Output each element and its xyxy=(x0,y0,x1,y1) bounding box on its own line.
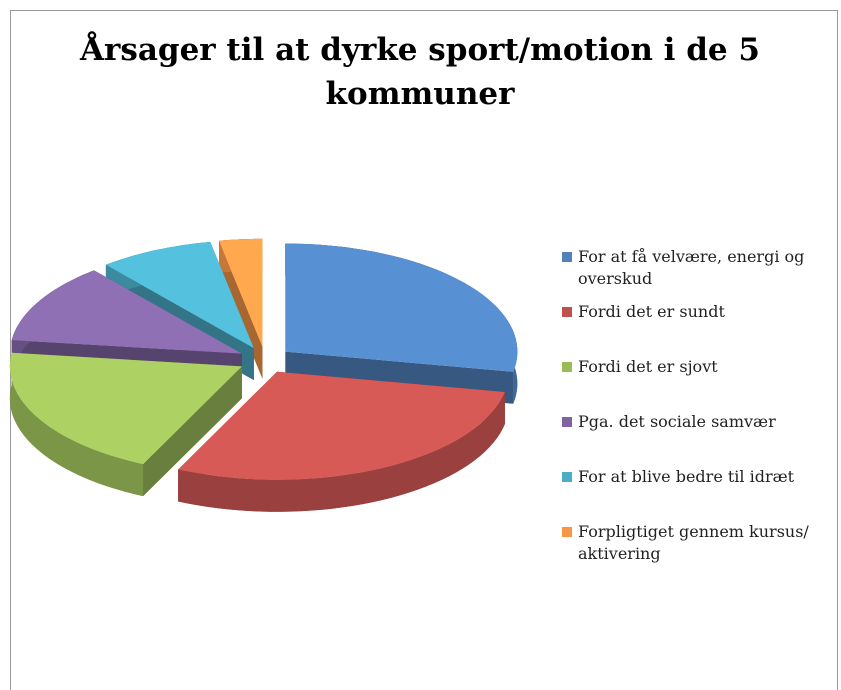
slice xyxy=(219,238,263,347)
legend-swatch xyxy=(562,417,572,427)
legend-label: Fordi det er sjovt xyxy=(578,357,718,376)
legend-label: Fordi det er sundt xyxy=(578,302,725,321)
legend-label: For at få velvære, energi og overskud xyxy=(578,247,805,288)
chart-title: Årsager til at dyrke sport/motion i de 5… xyxy=(79,32,761,112)
legend-swatch xyxy=(562,362,572,372)
slice-outer xyxy=(178,392,505,512)
chart-frame xyxy=(10,10,838,690)
slice xyxy=(9,352,242,465)
slice xyxy=(285,243,518,372)
legend-item: Fordi det er sundt xyxy=(562,301,832,345)
legend-swatch xyxy=(562,252,572,262)
legend-label: Pga. det sociale samvær xyxy=(578,412,776,431)
slice xyxy=(11,270,242,354)
pie-chart xyxy=(9,238,518,512)
legend-item: For at få velvære, energi og overskud xyxy=(562,246,832,290)
legend-label: For at blive bedre til idræt xyxy=(578,467,795,486)
legend-swatch xyxy=(562,472,572,482)
legend-item: Forpligtiget gennem kursus/ aktivering xyxy=(562,521,832,565)
legend-label: Forpligtiget gennem kursus/ aktivering xyxy=(578,522,809,563)
slice xyxy=(178,371,505,480)
legend-swatch xyxy=(562,527,572,537)
slice-wall xyxy=(143,366,242,497)
legend-item: Pga. det sociale samvær xyxy=(562,411,832,455)
legend: For at få velvære, energi og overskud For… xyxy=(562,246,832,576)
slice xyxy=(105,242,254,349)
legend-item: Fordi det er sjovt xyxy=(562,356,832,400)
slice-outer xyxy=(9,352,144,497)
legend-item: For at blive bedre til idræt xyxy=(562,466,832,510)
legend-swatch xyxy=(562,307,572,317)
